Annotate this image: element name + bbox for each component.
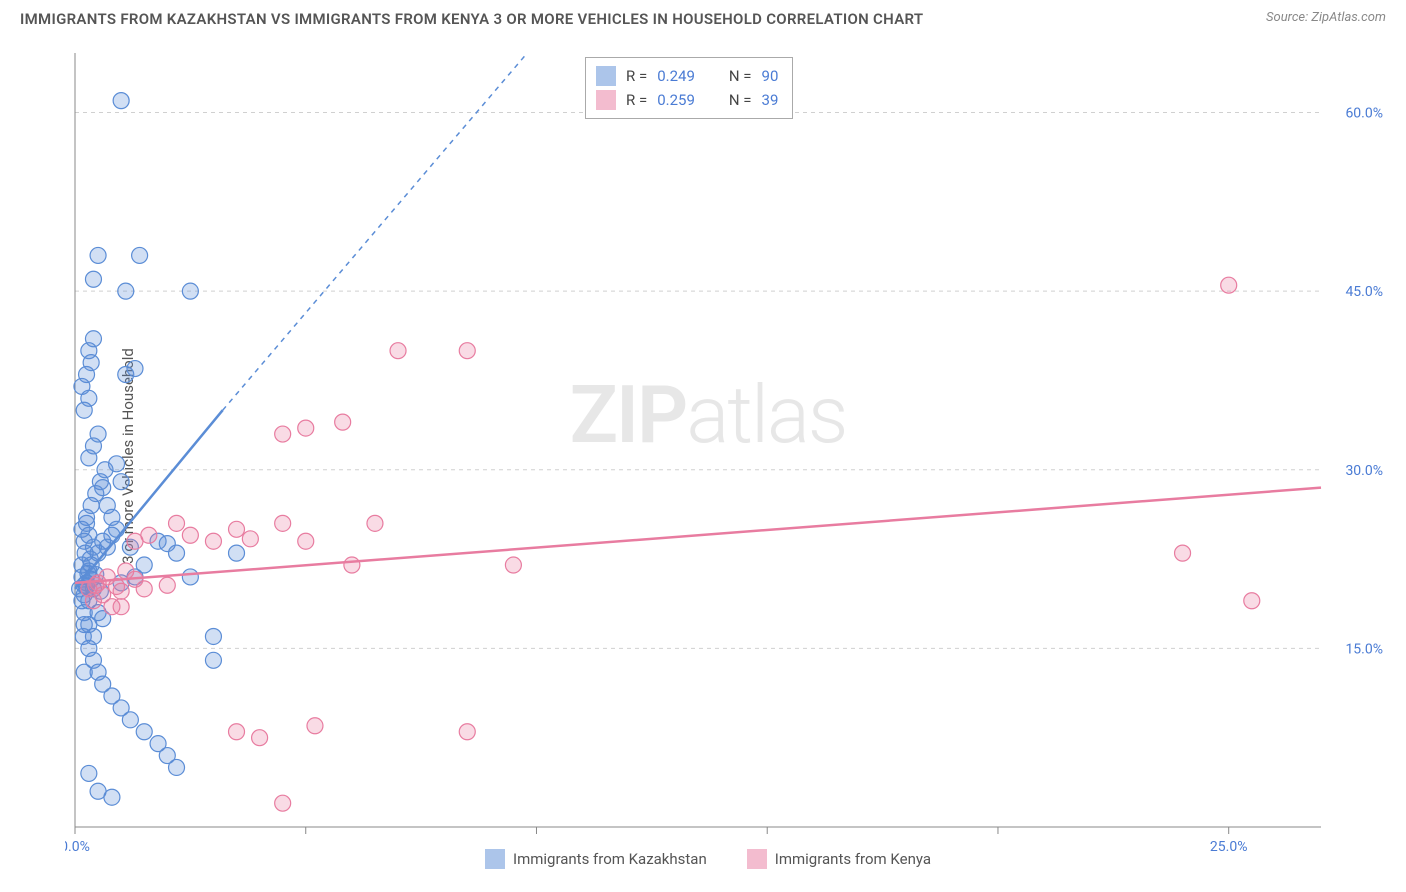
swatch-kenya bbox=[596, 90, 616, 110]
legend-item-kazakhstan: Immigrants from Kazakhstan bbox=[485, 849, 707, 869]
source-attribution: Source: ZipAtlas.com bbox=[1266, 10, 1386, 25]
svg-text:15.0%: 15.0% bbox=[1345, 641, 1383, 657]
stats-legend: R = 0.249 N = 90 R = 0.259 N = 39 bbox=[585, 57, 793, 119]
svg-text:30.0%: 30.0% bbox=[1345, 463, 1383, 479]
svg-text:60.0%: 60.0% bbox=[1345, 106, 1383, 122]
chart-area: 3 or more Vehicles in Household 15.0%30.… bbox=[25, 45, 1391, 867]
swatch-kazakhstan-icon bbox=[485, 849, 505, 869]
swatch-kenya-icon bbox=[747, 849, 767, 869]
chart-title: IMMIGRANTS FROM KAZAKHSTAN VS IMMIGRANTS… bbox=[20, 10, 923, 28]
scatter-chart: 15.0%30.0%45.0%60.0%0.0%25.0% bbox=[65, 45, 1391, 867]
svg-text:45.0%: 45.0% bbox=[1345, 284, 1383, 300]
stats-row-kenya: R = 0.259 N = 39 bbox=[596, 88, 778, 112]
swatch-kazakhstan bbox=[596, 66, 616, 86]
series-legend: Immigrants from Kazakhstan Immigrants fr… bbox=[25, 849, 1391, 869]
legend-item-kenya: Immigrants from Kenya bbox=[747, 849, 931, 869]
stats-row-kazakhstan: R = 0.249 N = 90 bbox=[596, 64, 778, 88]
